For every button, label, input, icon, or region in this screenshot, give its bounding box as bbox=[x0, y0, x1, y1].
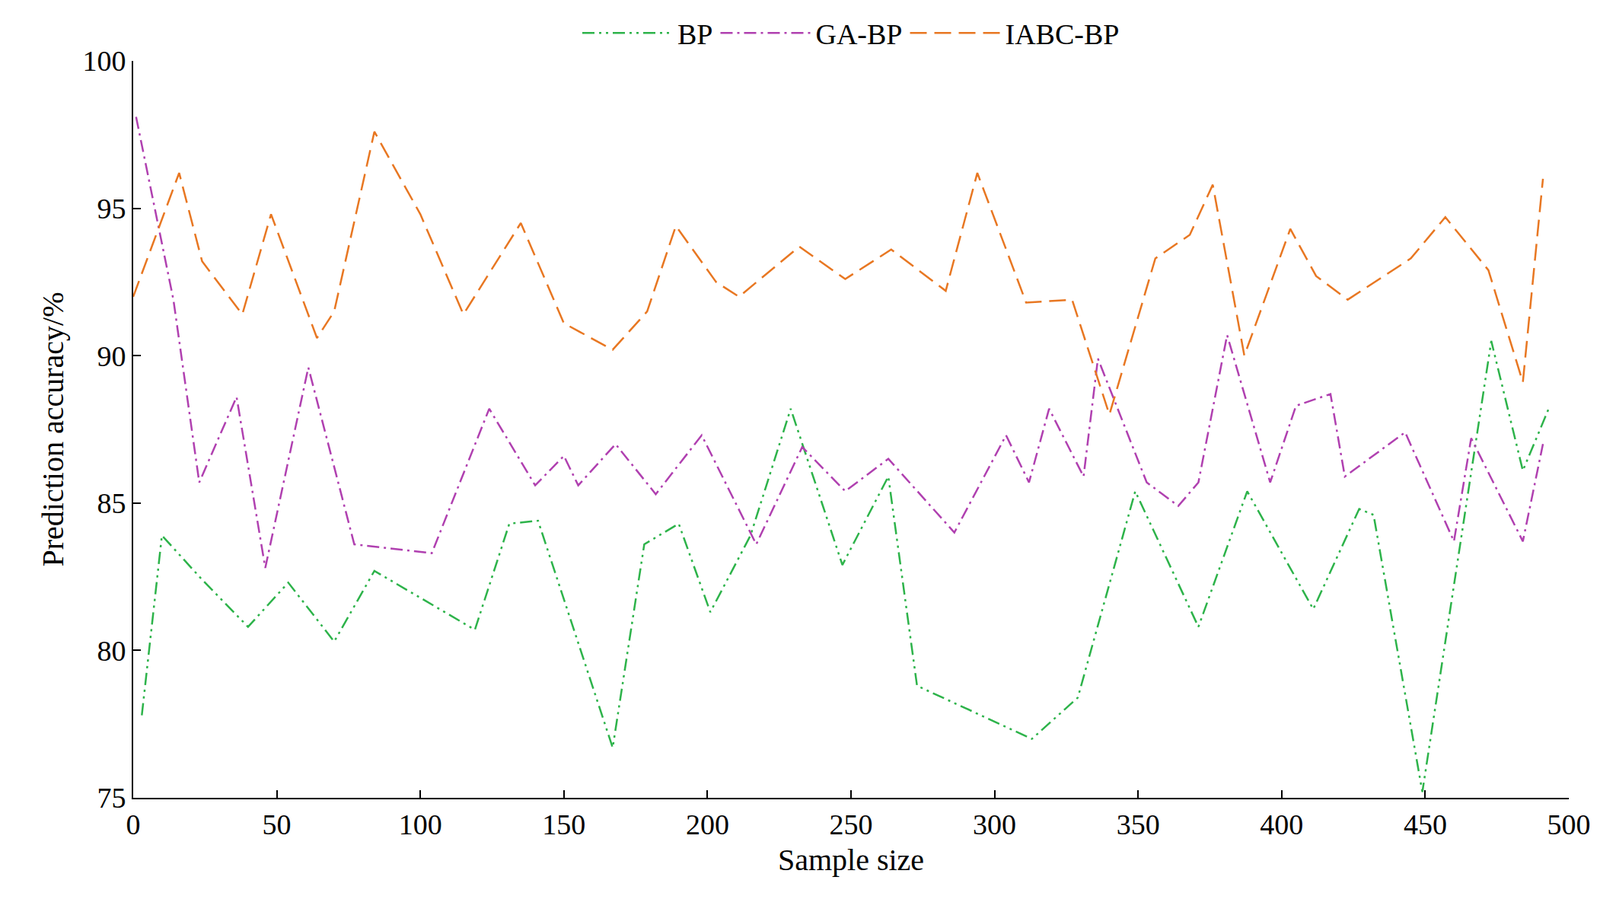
svg-text:Prediction accuracy/%: Prediction accuracy/% bbox=[35, 292, 71, 568]
svg-text:75: 75 bbox=[96, 781, 126, 814]
svg-text:400: 400 bbox=[1259, 808, 1304, 841]
svg-text:85: 85 bbox=[96, 487, 126, 520]
svg-text:200: 200 bbox=[685, 808, 730, 841]
svg-text:0: 0 bbox=[126, 808, 141, 841]
svg-text:50: 50 bbox=[262, 808, 292, 841]
svg-text:BP: BP bbox=[677, 18, 713, 51]
svg-text:GA-BP: GA-BP bbox=[815, 18, 902, 51]
svg-text:95: 95 bbox=[96, 192, 126, 225]
svg-text:450: 450 bbox=[1403, 808, 1448, 841]
svg-text:100: 100 bbox=[398, 808, 443, 841]
svg-text:90: 90 bbox=[96, 340, 126, 373]
svg-text:100: 100 bbox=[82, 44, 126, 77]
svg-text:80: 80 bbox=[96, 634, 126, 667]
svg-text:500: 500 bbox=[1547, 808, 1591, 841]
svg-text:IABC-BP: IABC-BP bbox=[1005, 18, 1120, 51]
svg-text:250: 250 bbox=[829, 808, 874, 841]
svg-text:150: 150 bbox=[541, 808, 586, 841]
svg-text:350: 350 bbox=[1116, 808, 1161, 841]
svg-text:Sample size: Sample size bbox=[777, 842, 925, 877]
svg-text:300: 300 bbox=[972, 808, 1017, 841]
